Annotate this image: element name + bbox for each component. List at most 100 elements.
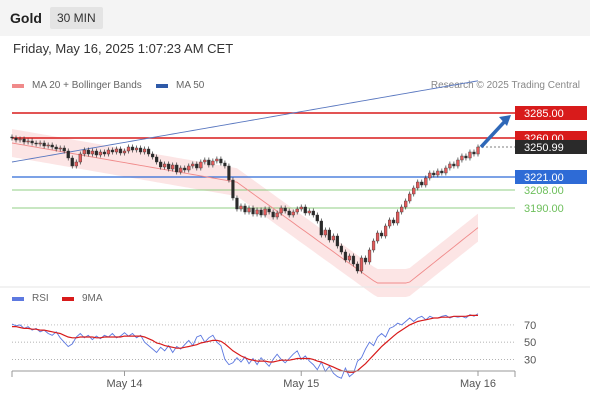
legend-ma20: MA 20 + Bollinger Bands	[12, 80, 142, 91]
timestamp: Friday, May 16, 2025 1:07:23 AM CET	[13, 41, 234, 56]
level-label-support: 3208.00	[524, 185, 564, 197]
candle-body	[412, 187, 416, 195]
candle-body	[98, 151, 102, 156]
candle-body	[66, 150, 70, 159]
candle-body	[460, 155, 464, 161]
candle-body	[339, 245, 344, 253]
candle-body	[359, 257, 364, 272]
candle-body	[315, 214, 319, 222]
candle-body	[327, 229, 331, 241]
candle-body	[138, 147, 143, 153]
rsi-line	[11, 313, 479, 379]
candle-body	[179, 167, 183, 173]
level-label-support: 3190.00	[524, 203, 564, 215]
candle-body	[295, 208, 299, 213]
legend-ma50: MA 50	[156, 80, 204, 91]
candle-body	[126, 146, 131, 152]
candle-body	[379, 232, 384, 237]
candle-body	[74, 161, 78, 167]
candle-body	[440, 170, 444, 174]
candle-body	[432, 172, 436, 176]
level-label-box-resistance	[515, 106, 587, 120]
candle-body	[396, 211, 400, 224]
candle-body	[283, 207, 287, 212]
candle-body	[163, 163, 167, 168]
candle-body	[134, 147, 139, 151]
candle-body	[255, 209, 259, 215]
header-bar: Gold 30 MIN	[0, 0, 590, 36]
candle-body	[251, 207, 255, 215]
candle-body	[444, 167, 448, 174]
candle-body	[78, 153, 82, 163]
candle-body	[371, 240, 376, 251]
ma50-line	[11, 80, 479, 163]
candle-body	[34, 142, 38, 145]
candle-body	[82, 149, 86, 155]
candle-body	[10, 136, 14, 139]
candle-body	[331, 235, 335, 241]
candle-body	[155, 156, 159, 163]
candle-body	[287, 210, 291, 216]
candle-body	[404, 200, 408, 208]
candle-body	[122, 150, 127, 154]
candle-body	[355, 263, 360, 272]
candle-body	[263, 208, 267, 216]
candle-body	[428, 172, 432, 179]
candle-body	[335, 235, 340, 247]
legend-rsi-label: RSI	[32, 293, 49, 304]
candle-body	[18, 138, 22, 141]
candle-body	[307, 210, 311, 214]
9ma-swatch-icon	[62, 296, 74, 301]
timeframe-button[interactable]: 30 MIN	[50, 7, 103, 29]
candle-body	[50, 144, 54, 148]
projection-arrow-shaft	[479, 117, 509, 149]
candle-body	[219, 158, 223, 164]
candle-body	[142, 148, 147, 153]
rsi-ma-line	[12, 314, 478, 373]
legend-9ma-label: 9MA	[82, 293, 103, 304]
candle-body	[183, 167, 187, 171]
candle-body	[171, 164, 175, 170]
instrument-title: Gold	[10, 10, 42, 26]
candle-body	[90, 150, 94, 155]
candle-body	[215, 158, 219, 162]
candle-body	[476, 146, 480, 155]
candle-body	[62, 147, 66, 152]
candle-body	[267, 208, 271, 213]
legend-rsi: RSI	[12, 293, 49, 304]
legend-ma20-label: MA 20 + Bollinger Bands	[32, 80, 142, 91]
x-tick-label: May 16	[460, 378, 496, 390]
candle-body	[187, 165, 191, 171]
candle-body	[150, 153, 155, 158]
candle-body	[195, 163, 199, 169]
candle-body	[146, 148, 151, 155]
candle-body	[436, 170, 440, 176]
candle-body	[211, 160, 215, 166]
candle-body	[106, 149, 111, 155]
candle-body	[343, 251, 348, 261]
candle-body	[400, 206, 404, 213]
candle-body	[167, 163, 171, 170]
candle-body	[275, 212, 279, 218]
candle-body	[279, 207, 283, 214]
ma20-swatch-icon	[12, 83, 24, 88]
candle-body	[367, 249, 372, 263]
candle-body	[102, 151, 107, 155]
candle-body	[239, 205, 243, 210]
legend-ma50-label: MA 50	[176, 80, 205, 91]
candle-body	[207, 159, 211, 166]
x-tick-label: May 14	[106, 378, 142, 390]
candle-body	[199, 161, 203, 169]
level-label-resistance: 3285.00	[524, 108, 564, 120]
candle-body	[227, 165, 231, 181]
candle-body	[448, 163, 452, 169]
candle-body	[424, 177, 428, 186]
x-tick-label: May 15	[283, 378, 319, 390]
candle-body	[231, 179, 235, 199]
level-label-last_price: 3250.99	[524, 142, 564, 154]
candle-body	[363, 257, 368, 263]
ma50-swatch-icon	[156, 83, 168, 88]
candle-body	[468, 151, 472, 159]
